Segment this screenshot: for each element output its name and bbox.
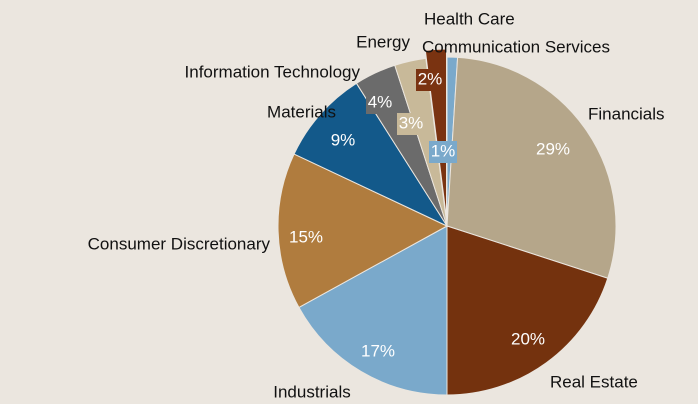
pie-slice bbox=[277, 153, 449, 309]
value-label: 29% bbox=[536, 139, 570, 158]
value-label: 4% bbox=[368, 92, 393, 111]
category-label: Health Care bbox=[424, 9, 515, 28]
label-box bbox=[397, 113, 425, 135]
value-label: 9% bbox=[331, 130, 356, 149]
value-label: 20% bbox=[511, 329, 545, 348]
category-label: Industrials bbox=[273, 382, 350, 401]
category-label: Information Technology bbox=[185, 62, 361, 81]
pie-slice bbox=[446, 225, 609, 396]
category-label: Financials bbox=[588, 104, 665, 123]
value-label: 1% bbox=[431, 141, 456, 160]
pie-slice bbox=[446, 56, 617, 279]
category-label: Communication Services bbox=[422, 37, 610, 56]
pie-slice bbox=[394, 57, 448, 227]
category-label: Materials bbox=[267, 102, 336, 121]
value-label: 15% bbox=[289, 227, 323, 246]
value-label: 3% bbox=[399, 113, 424, 132]
label-box bbox=[429, 141, 457, 163]
category-label: Real Estate bbox=[550, 372, 638, 391]
category-label: Consumer Discretionary bbox=[88, 234, 271, 253]
value-label: 2% bbox=[418, 69, 443, 88]
category-label: Energy bbox=[356, 32, 410, 51]
pie-slice bbox=[424, 48, 447, 219]
label-box bbox=[416, 69, 444, 91]
label-box bbox=[366, 92, 394, 114]
value-label: 17% bbox=[361, 341, 395, 360]
pie-slice bbox=[293, 82, 449, 228]
pie-slice bbox=[298, 225, 448, 396]
